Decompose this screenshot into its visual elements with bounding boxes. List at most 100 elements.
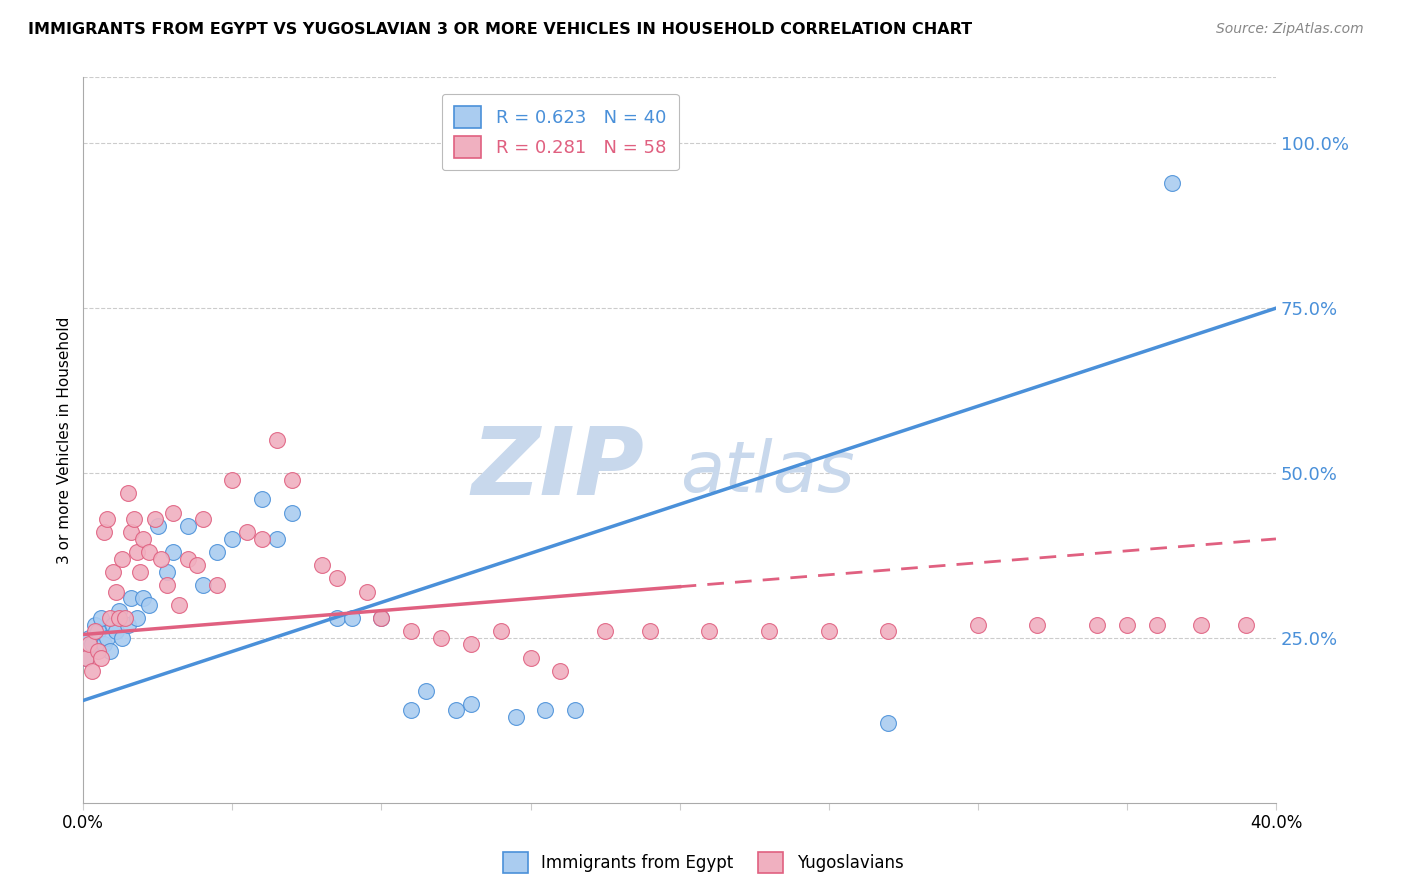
Point <box>1115 617 1137 632</box>
Point <box>1085 617 1108 632</box>
Y-axis label: 3 or more Vehicles in Household: 3 or more Vehicles in Household <box>58 317 72 564</box>
Point <box>101 617 124 632</box>
Point <box>84 624 107 639</box>
Point <box>311 558 333 573</box>
Point <box>519 650 541 665</box>
Text: ZIP: ZIP <box>471 423 644 515</box>
Point <box>221 473 243 487</box>
Point <box>370 611 392 625</box>
Point <box>105 624 128 639</box>
Point <box>401 624 423 639</box>
Point <box>98 611 121 625</box>
Point <box>699 624 721 639</box>
Point <box>460 637 482 651</box>
Legend: R = 0.623   N = 40, R = 0.281   N = 58: R = 0.623 N = 40, R = 0.281 N = 58 <box>441 94 679 170</box>
Point <box>1026 617 1049 632</box>
Point <box>129 565 152 579</box>
Point <box>1189 617 1212 632</box>
Point <box>82 664 104 678</box>
Point <box>966 617 988 632</box>
Point <box>138 598 160 612</box>
Point <box>250 492 273 507</box>
Point <box>132 532 155 546</box>
Point <box>105 584 128 599</box>
Point <box>266 433 288 447</box>
Point <box>77 631 100 645</box>
Point <box>120 525 142 540</box>
Point <box>534 703 557 717</box>
Point <box>236 525 259 540</box>
Point <box>75 650 97 665</box>
Point <box>125 545 148 559</box>
Point <box>401 703 423 717</box>
Point <box>370 611 392 625</box>
Legend: Immigrants from Egypt, Yugoslavians: Immigrants from Egypt, Yugoslavians <box>496 846 910 880</box>
Point <box>877 716 900 731</box>
Point <box>250 532 273 546</box>
Point <box>125 611 148 625</box>
Point <box>162 545 184 559</box>
Point <box>877 624 900 639</box>
Point <box>98 644 121 658</box>
Point <box>505 710 527 724</box>
Point <box>122 512 145 526</box>
Point <box>266 532 288 546</box>
Point <box>176 551 198 566</box>
Point <box>817 624 839 639</box>
Point <box>162 506 184 520</box>
Point <box>96 631 118 645</box>
Point <box>191 512 214 526</box>
Point <box>415 683 437 698</box>
Point <box>1160 176 1182 190</box>
Point <box>87 624 110 639</box>
Point <box>108 611 131 625</box>
Point <box>638 624 661 639</box>
Point <box>108 604 131 618</box>
Point <box>96 512 118 526</box>
Point <box>84 617 107 632</box>
Point <box>156 565 179 579</box>
Point <box>281 506 304 520</box>
Point <box>143 512 166 526</box>
Point <box>593 624 616 639</box>
Point <box>460 697 482 711</box>
Point <box>132 591 155 606</box>
Point <box>101 565 124 579</box>
Point <box>564 703 586 717</box>
Point <box>120 591 142 606</box>
Point <box>75 650 97 665</box>
Text: Source: ZipAtlas.com: Source: ZipAtlas.com <box>1216 22 1364 37</box>
Point <box>221 532 243 546</box>
Point <box>138 545 160 559</box>
Point <box>146 518 169 533</box>
Point <box>167 598 190 612</box>
Point <box>90 650 112 665</box>
Point <box>111 631 134 645</box>
Point <box>1146 617 1168 632</box>
Point <box>281 473 304 487</box>
Point <box>117 485 139 500</box>
Point <box>1234 617 1257 632</box>
Point <box>325 611 347 625</box>
Point <box>87 644 110 658</box>
Point <box>340 611 363 625</box>
Point <box>207 545 229 559</box>
Point <box>207 578 229 592</box>
Point <box>758 624 780 639</box>
Point <box>191 578 214 592</box>
Point <box>82 637 104 651</box>
Point <box>149 551 172 566</box>
Point <box>356 584 378 599</box>
Point <box>325 571 347 585</box>
Point <box>93 637 115 651</box>
Text: IMMIGRANTS FROM EGYPT VS YUGOSLAVIAN 3 OR MORE VEHICLES IN HOUSEHOLD CORRELATION: IMMIGRANTS FROM EGYPT VS YUGOSLAVIAN 3 O… <box>28 22 972 37</box>
Point <box>156 578 179 592</box>
Point <box>111 551 134 566</box>
Point <box>186 558 208 573</box>
Point <box>444 703 467 717</box>
Point <box>77 637 100 651</box>
Point <box>176 518 198 533</box>
Point <box>550 664 572 678</box>
Point <box>117 617 139 632</box>
Point <box>114 611 136 625</box>
